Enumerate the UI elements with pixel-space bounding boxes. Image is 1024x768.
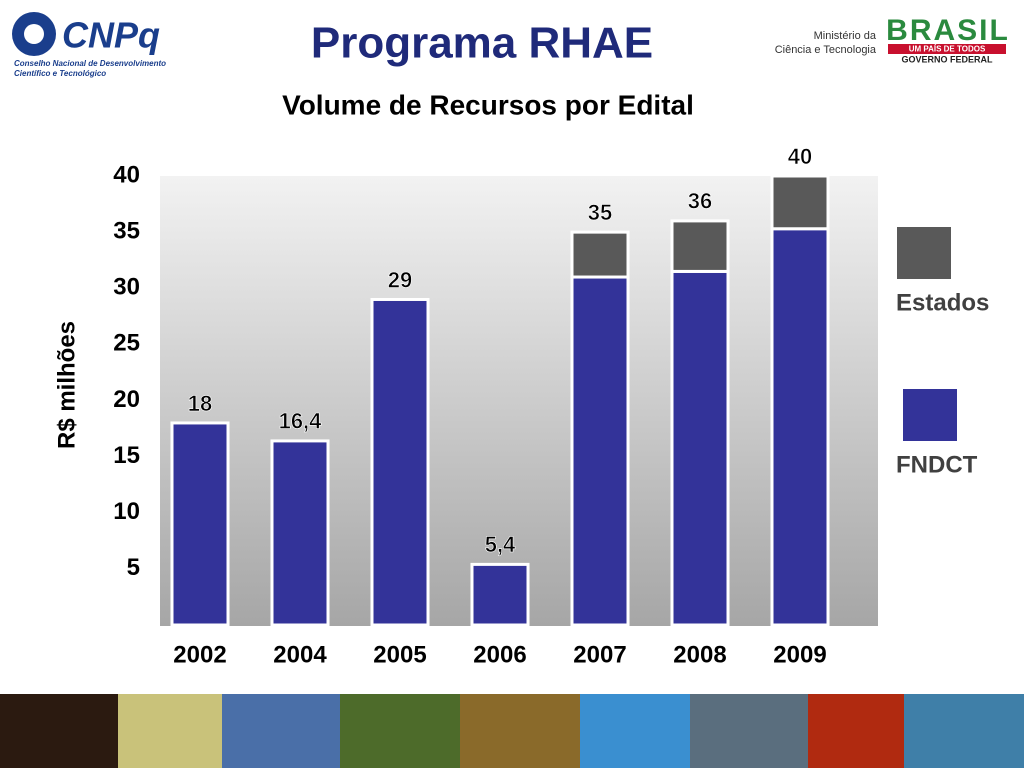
government: GOVERNO FEDERAL	[901, 54, 993, 64]
bar-segment	[470, 562, 530, 627]
total-label: 29	[388, 267, 412, 292]
photo-strip	[0, 694, 1024, 768]
legend-swatch	[901, 387, 959, 443]
x-tick-label: 2004	[273, 641, 327, 668]
total-label: 16,4	[279, 409, 323, 434]
x-tick-label: 2006	[473, 641, 526, 668]
y-axis-label: R$ milhões	[53, 321, 80, 449]
bar-segment	[270, 439, 330, 627]
bar-segment	[670, 219, 730, 273]
y-tick-label: 15	[113, 442, 140, 469]
bar-segment	[170, 421, 230, 627]
brasil-logo: BRASIL	[886, 14, 1010, 47]
chart-title: Volume de Recursos por Edital	[282, 89, 694, 120]
y-tick-label: 30	[113, 274, 140, 301]
plot-background	[160, 176, 878, 626]
logo-subtitle: Científico e Tecnológico	[14, 69, 106, 78]
legend-label: FNDCT	[896, 451, 978, 478]
bar-segment	[770, 174, 830, 231]
total-label: 35	[588, 200, 612, 225]
x-tick-label: 2009	[773, 641, 826, 668]
total-label: 40	[788, 144, 812, 169]
total-label: 36	[688, 189, 712, 214]
total-label: 5,4	[485, 532, 516, 557]
y-tick-label: 25	[113, 330, 140, 357]
logo-subtitle: Conselho Nacional de Desenvolvimento	[14, 59, 166, 68]
x-tick-label: 2008	[673, 641, 726, 668]
total-label: 18	[188, 391, 212, 416]
y-tick-label: 35	[113, 217, 140, 244]
slide-title: Programa RHAE	[311, 19, 653, 68]
slogan-bar	[888, 44, 1006, 54]
x-tick-label: 2007	[573, 641, 626, 668]
bar-segment	[670, 269, 730, 627]
legend-label: Estados	[896, 289, 989, 316]
bar-segment	[770, 227, 830, 627]
bar-segment	[570, 230, 630, 279]
bar-segment	[370, 297, 430, 627]
y-tick-label: 5	[127, 554, 140, 581]
y-tick-label: 10	[113, 498, 140, 525]
slogan: UM PAÍS DE TODOS	[909, 45, 986, 54]
cnpq-logo: CNPq Conselho Nacional de Desenvolviment…	[12, 12, 166, 78]
bar-segment	[570, 275, 630, 627]
ministry: Ministério da	[814, 30, 877, 42]
x-tick-label: 2002	[173, 641, 226, 668]
legend-swatch	[895, 225, 953, 281]
logo-text: CNPq	[62, 15, 160, 56]
ministry: Ciência e Tecnologia	[775, 44, 877, 56]
y-tick-label: 20	[113, 386, 140, 413]
y-tick-label: 40	[113, 161, 140, 188]
x-tick-label: 2005	[373, 641, 426, 668]
